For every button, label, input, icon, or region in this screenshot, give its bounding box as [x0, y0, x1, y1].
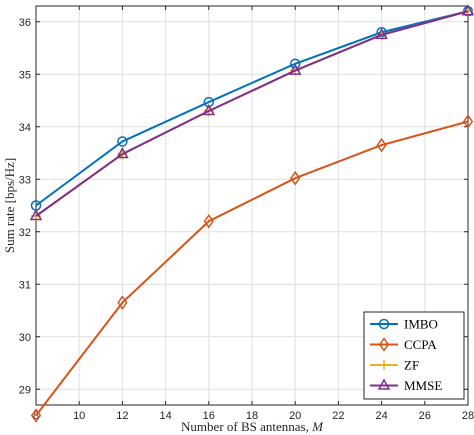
- data-point-mmse: [202, 103, 216, 116]
- x-tick-label: 22: [332, 410, 344, 422]
- y-tick-label: 31: [19, 279, 31, 291]
- legend-item-mmse: MMSE: [370, 378, 442, 393]
- legend-label: ZF: [404, 358, 419, 373]
- x-tick-label: 26: [419, 410, 431, 422]
- x-tick-label: 14: [159, 410, 171, 422]
- y-tick-label: 36: [19, 17, 31, 29]
- legend-marker: [378, 318, 390, 330]
- x-tick-label: 12: [116, 410, 128, 422]
- series: [29, 4, 474, 423]
- data-point-ccpa: [376, 137, 387, 153]
- data-point-mmse: [375, 27, 388, 40]
- data-point-ccpa: [30, 408, 42, 423]
- x-tick-label: 24: [375, 410, 387, 422]
- data-point-mmse: [29, 208, 43, 221]
- legend-marker: [377, 378, 391, 390]
- data-point-mmse: [116, 147, 129, 159]
- x-tick-label: 8: [33, 410, 39, 422]
- axis-ticks: 8 10 12 14 16 18 20 22 24 26 28 29 30 31 32 33 34 35 36: [19, 6, 474, 422]
- legend-item-imbo: IMBO: [370, 317, 438, 332]
- series-line-mmse: [35, 10, 469, 217]
- y-tick-label: 34: [19, 122, 31, 134]
- x-tick-label: 28: [462, 410, 474, 422]
- y-tick-label: 32: [19, 227, 31, 239]
- x-tick-label: 18: [246, 410, 258, 422]
- data-point-mmse: [461, 4, 474, 16]
- legend-label: CCPA: [404, 337, 437, 352]
- data-point-imbo: [117, 136, 128, 147]
- y-axis-label: Sum rate [bps/Hz]: [2, 158, 17, 253]
- x-tick-label: 20: [289, 410, 301, 422]
- legend-label: IMBO: [404, 317, 438, 332]
- series-line-imbo: [35, 10, 469, 207]
- data-point-ccpa: [117, 295, 128, 310]
- legend-item-zf: ZF: [370, 358, 419, 373]
- series-ccpa: [30, 114, 474, 423]
- legend-label: MMSE: [404, 378, 442, 393]
- data-point-ccpa: [203, 213, 214, 229]
- x-tick-label: 16: [203, 410, 215, 422]
- legend-item-ccpa: CCPA: [370, 337, 437, 352]
- y-tick-label: 30: [19, 332, 31, 344]
- x-axis-label-variable: M: [311, 419, 324, 434]
- data-point-ccpa: [462, 114, 474, 129]
- y-tick-label: 35: [19, 69, 31, 81]
- x-tick-label: 10: [73, 410, 85, 422]
- legend-marker: [378, 337, 390, 352]
- y-tick-label: 33: [19, 174, 31, 186]
- y-tick-label: 29: [19, 384, 31, 396]
- data-point-mmse: [288, 63, 302, 75]
- series-mmse: [29, 4, 474, 221]
- data-point-ccpa: [290, 170, 301, 186]
- legend: IMBO CCPA ZF MMSE: [363, 311, 465, 400]
- x-axis-label: Number of BS antennas, M: [181, 419, 324, 434]
- series-line-ccpa: [35, 120, 469, 417]
- legend-marker: [379, 360, 389, 370]
- x-axis-label-text: Number of BS antennas,: [181, 419, 309, 434]
